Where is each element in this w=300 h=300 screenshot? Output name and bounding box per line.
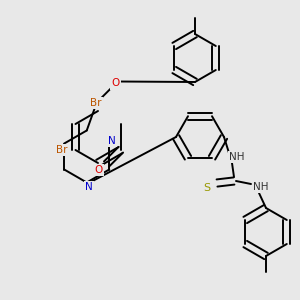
- Text: Br: Br: [90, 98, 102, 108]
- Text: Br: Br: [56, 145, 67, 155]
- Text: O: O: [94, 165, 103, 175]
- Text: S: S: [203, 183, 211, 193]
- Text: NH: NH: [229, 152, 245, 162]
- Text: O: O: [112, 79, 120, 88]
- Text: NH: NH: [253, 182, 269, 192]
- Text: N: N: [108, 136, 116, 146]
- Text: N: N: [85, 182, 93, 193]
